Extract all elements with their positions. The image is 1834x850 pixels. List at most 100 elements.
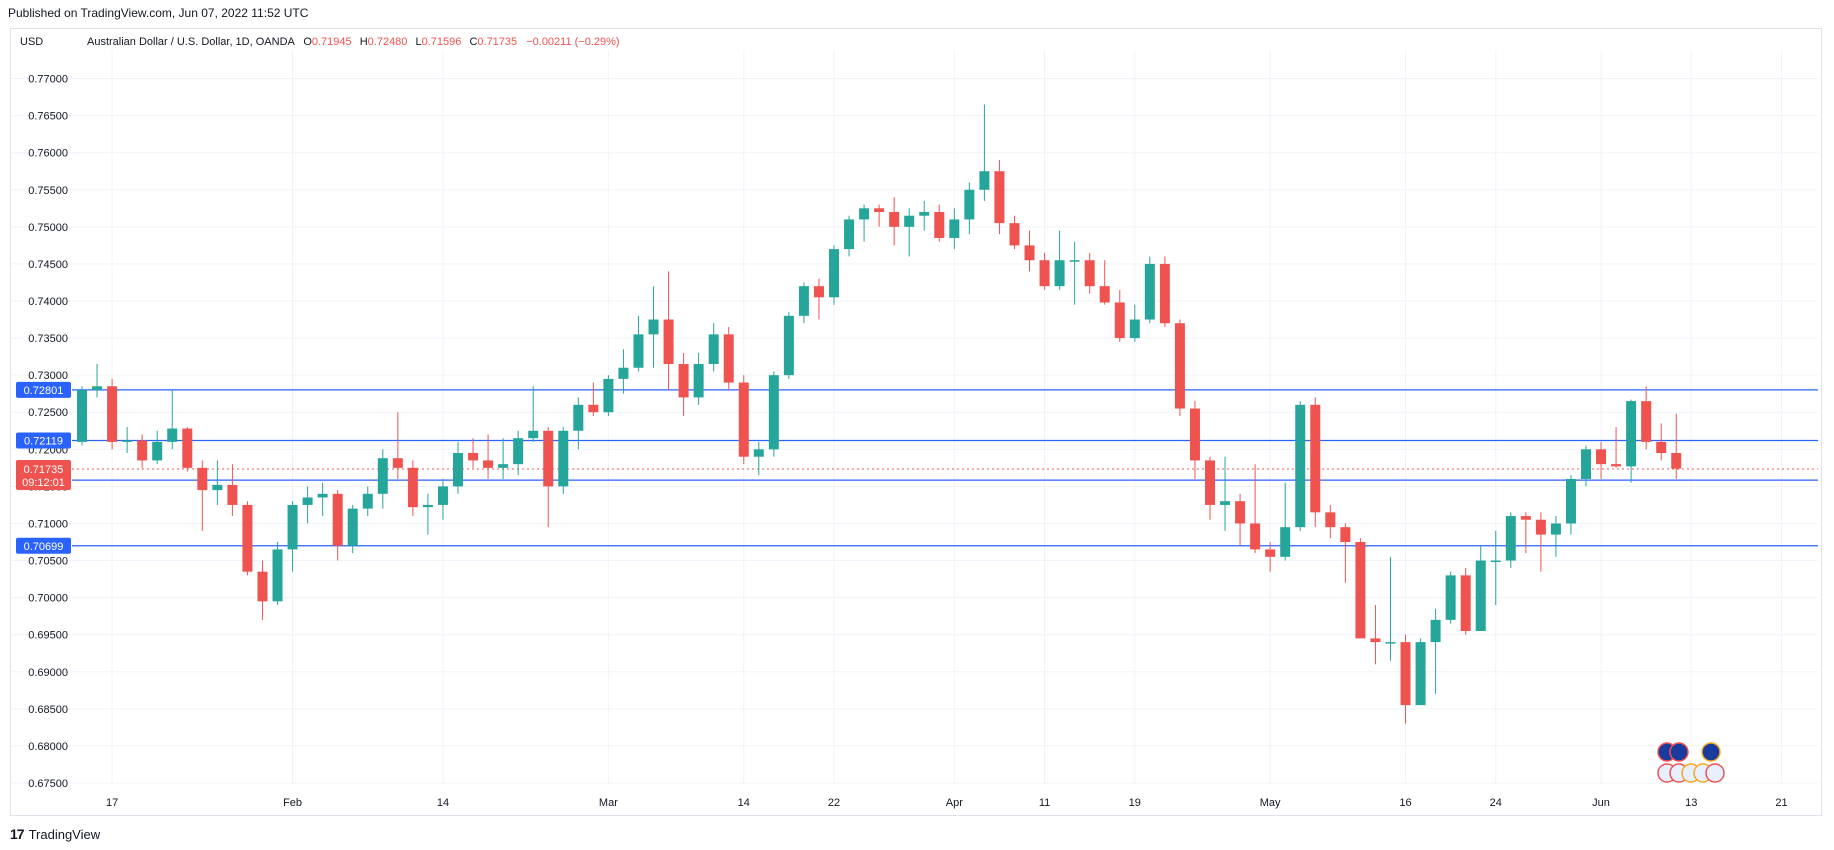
candle-down[interactable] <box>1535 512 1546 572</box>
candle-down[interactable] <box>1656 423 1667 461</box>
candle-body[interactable] <box>1189 408 1200 461</box>
candle-body[interactable] <box>1235 501 1246 524</box>
candle-body[interactable] <box>407 467 418 508</box>
candle-body[interactable] <box>1039 260 1050 287</box>
candle-body[interactable] <box>1069 260 1080 262</box>
candle-body[interactable] <box>257 571 268 602</box>
candle-body[interactable] <box>723 334 734 383</box>
candle-body[interactable] <box>738 382 749 457</box>
candle-down[interactable] <box>1325 504 1336 539</box>
candle-up[interactable] <box>528 386 539 442</box>
candle-body[interactable] <box>783 315 794 376</box>
candle-down[interactable] <box>889 197 900 246</box>
candle-down[interactable] <box>227 464 238 517</box>
candle-body[interactable] <box>1340 527 1351 542</box>
candle-down[interactable] <box>197 460 208 531</box>
candle-up[interactable] <box>844 215 855 257</box>
candle-body[interactable] <box>513 438 524 465</box>
candle-body[interactable] <box>663 319 674 365</box>
candle-up[interactable] <box>603 375 614 416</box>
candle-body[interactable] <box>212 484 223 491</box>
candle-up[interactable] <box>1415 638 1426 706</box>
candle-up[interactable] <box>648 286 659 368</box>
candle-up[interactable] <box>377 449 388 509</box>
candle-body[interactable] <box>874 208 885 213</box>
candle-body[interactable] <box>1596 449 1607 465</box>
candle-down[interactable] <box>934 204 945 242</box>
candle-down[interactable] <box>332 490 343 561</box>
candle-body[interactable] <box>1656 441 1667 454</box>
candle-up[interactable] <box>829 245 839 305</box>
candle-up[interactable] <box>1280 482 1291 561</box>
candle-body[interactable] <box>829 249 839 298</box>
candle-body[interactable] <box>1385 642 1396 644</box>
candle-body[interactable] <box>1415 642 1426 706</box>
usd-flag-icon[interactable] <box>1657 763 1725 783</box>
candle-up[interactable] <box>964 182 975 235</box>
candle-down[interactable] <box>1235 493 1246 546</box>
candle-down[interactable] <box>1205 456 1215 520</box>
candle-body[interactable] <box>1114 302 1125 339</box>
candle-down[interactable] <box>1340 523 1351 583</box>
candle-down[interactable] <box>1460 567 1471 635</box>
candle-up[interactable] <box>1385 556 1396 661</box>
candle-body[interactable] <box>362 493 373 509</box>
candle-body[interactable] <box>1535 519 1546 535</box>
candle-body[interactable] <box>332 493 343 546</box>
candle-body[interactable] <box>1129 319 1140 339</box>
candle-up[interactable] <box>362 486 373 517</box>
candle-body[interactable] <box>588 404 599 413</box>
candle-up[interactable] <box>1475 545 1486 631</box>
candle-body[interactable] <box>1490 560 1501 563</box>
candle-body[interactable] <box>317 493 328 498</box>
aud-flag-icon[interactable] <box>1657 742 1721 762</box>
candle-up[interactable] <box>1445 571 1456 624</box>
candle-body[interactable] <box>287 504 298 550</box>
flag-badges[interactable] <box>1657 742 1725 783</box>
candle-body[interactable] <box>242 504 253 572</box>
candle-up[interactable] <box>437 478 448 520</box>
candle-body[interactable] <box>1430 619 1441 643</box>
candle-up[interactable] <box>92 364 103 398</box>
candle-body[interactable] <box>122 440 133 442</box>
candle-down[interactable] <box>588 382 599 416</box>
candle-body[interactable] <box>92 386 103 390</box>
candle-body[interactable] <box>603 378 614 413</box>
candle-body[interactable] <box>483 460 494 468</box>
candle-up[interactable] <box>317 482 328 517</box>
candle-down[interactable] <box>678 352 689 416</box>
candle-up[interactable] <box>212 460 223 505</box>
candle-down[interactable] <box>1114 289 1125 342</box>
chart-frame[interactable] <box>10 28 1822 816</box>
candle-up[interactable] <box>1054 230 1065 290</box>
candle-body[interactable] <box>558 430 569 487</box>
candle-body[interactable] <box>1445 575 1456 620</box>
candle-up[interactable] <box>798 282 809 324</box>
candle-body[interactable] <box>498 464 509 468</box>
candle-body[interactable] <box>197 467 208 491</box>
candle-body[interactable] <box>1460 575 1471 631</box>
candle-body[interactable] <box>889 212 900 227</box>
candle-body[interactable] <box>1280 527 1291 557</box>
candle-body[interactable] <box>1565 478 1576 524</box>
candle-body[interactable] <box>844 219 855 250</box>
candle-down[interactable] <box>1520 512 1531 554</box>
candle-body[interactable] <box>1370 638 1381 643</box>
candle-down[interactable] <box>1355 538 1366 639</box>
candle-body[interactable] <box>753 449 764 457</box>
candle-body[interactable] <box>979 171 990 190</box>
candle-body[interactable] <box>347 508 358 546</box>
candle-down[interactable] <box>543 427 554 528</box>
candle-body[interactable] <box>1009 223 1020 246</box>
candle-down[interactable] <box>1159 256 1170 327</box>
candle-up[interactable] <box>513 430 524 476</box>
candle-up[interactable] <box>152 430 163 465</box>
candle-up[interactable] <box>1069 241 1080 305</box>
candle-down[interactable] <box>137 434 148 468</box>
candle-down[interactable] <box>257 560 268 620</box>
candle-down[interactable] <box>723 326 734 390</box>
candle-body[interactable] <box>813 286 824 298</box>
candle-down[interactable] <box>392 412 403 479</box>
candle-down[interactable] <box>483 434 494 479</box>
candle-body[interactable] <box>1174 323 1185 409</box>
